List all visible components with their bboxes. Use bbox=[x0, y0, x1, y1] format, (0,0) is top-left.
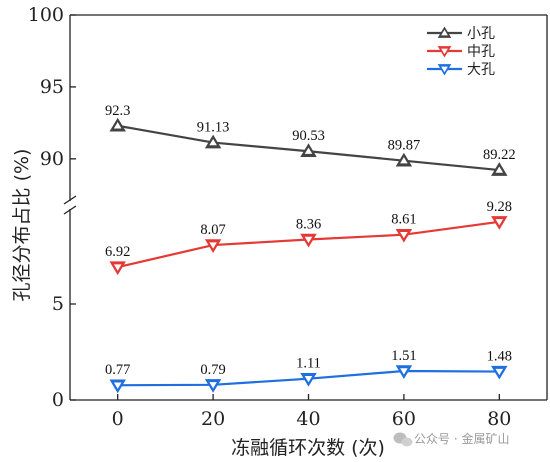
x-tick-label: 40 bbox=[296, 408, 320, 430]
y-tick-label: 5 bbox=[52, 293, 64, 315]
legend-label: 小孔 bbox=[467, 26, 495, 42]
data-label: 91.13 bbox=[197, 120, 230, 136]
legend-marker-inner bbox=[441, 29, 448, 36]
data-label: 1.48 bbox=[487, 349, 512, 365]
data-point-inner bbox=[400, 157, 408, 164]
data-label: 0.77 bbox=[105, 362, 130, 378]
data-point-inner bbox=[304, 147, 313, 154]
data-point-inner bbox=[495, 368, 504, 376]
series-large-pores bbox=[109, 365, 508, 394]
watermark-text: 公众号 · 金属矿山 bbox=[414, 431, 509, 446]
legend-label: 大孔 bbox=[467, 62, 495, 78]
y-tick-label: 90 bbox=[40, 148, 64, 170]
x-tick-label: 20 bbox=[201, 408, 225, 430]
data-label: 92.3 bbox=[105, 103, 130, 119]
data-point-inner bbox=[113, 122, 122, 129]
x-tick-label: 60 bbox=[392, 408, 416, 430]
data-point-inner bbox=[495, 166, 504, 173]
data-point-inner bbox=[209, 382, 217, 389]
data-label: 89.22 bbox=[483, 147, 516, 163]
legend-item: 大孔 bbox=[427, 62, 495, 78]
data-label: 89.87 bbox=[388, 138, 421, 154]
series-medium-pores bbox=[109, 216, 508, 276]
data-label: 8.07 bbox=[200, 222, 225, 238]
legend-label: 中孔 bbox=[467, 44, 495, 60]
y-axis-title: 孔径分布占比 (%) bbox=[11, 149, 33, 302]
x-tick-label: 0 bbox=[112, 408, 124, 430]
data-point-inner bbox=[304, 236, 313, 244]
data-label: 0.79 bbox=[200, 362, 225, 378]
data-label: 6.92 bbox=[105, 244, 130, 260]
data-point-inner bbox=[495, 219, 504, 226]
data-point-inner bbox=[209, 242, 217, 249]
legend-marker-inner bbox=[441, 48, 448, 55]
data-point-inner bbox=[113, 382, 122, 389]
x-axis-ticks: 0 20 40 60 80 bbox=[112, 394, 511, 430]
series-small-pores bbox=[109, 117, 508, 176]
axis-break-mark-lower bbox=[63, 205, 77, 215]
data-label: 8.36 bbox=[296, 216, 321, 232]
data-label: 9.28 bbox=[487, 199, 512, 215]
data-label: 90.53 bbox=[292, 128, 325, 144]
watermark: 公众号 · 金属矿山 bbox=[393, 431, 509, 447]
data-point-inner bbox=[304, 375, 313, 383]
x-axis-title: 冻融循环次数 (次) bbox=[231, 437, 385, 459]
legend-item: 小孔 bbox=[427, 26, 495, 42]
data-labels: 92.3 91.13 90.53 89.87 89.22 6.92 8.07 8.36 8.61… bbox=[105, 103, 516, 378]
y-tick-label: 100 bbox=[28, 4, 64, 26]
data-label: 1.11 bbox=[296, 356, 321, 372]
x-tick-label: 80 bbox=[487, 408, 511, 430]
data-point-inner bbox=[400, 368, 408, 375]
data-point-inner bbox=[209, 138, 217, 146]
series-layer bbox=[109, 117, 508, 394]
wechat-icon bbox=[393, 432, 413, 447]
data-label: 8.61 bbox=[391, 212, 416, 228]
y-axis-ticks: 0 5 90 95 100 bbox=[28, 4, 76, 411]
y-tick-label: 0 bbox=[52, 389, 64, 411]
axis-break-mark-upper bbox=[63, 195, 77, 205]
y-tick-label: 95 bbox=[40, 76, 64, 98]
data-label: 1.51 bbox=[391, 348, 416, 364]
legend-item: 中孔 bbox=[427, 44, 495, 60]
legend-marker-inner bbox=[441, 66, 448, 73]
data-point-inner bbox=[113, 264, 122, 271]
data-point-inner bbox=[400, 231, 408, 239]
